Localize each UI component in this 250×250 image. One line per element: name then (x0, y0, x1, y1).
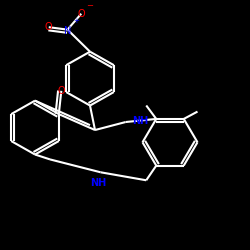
Text: O: O (78, 9, 85, 19)
Text: −: − (86, 1, 93, 10)
Text: NH: NH (132, 116, 148, 126)
Text: O: O (58, 86, 65, 96)
Text: NH: NH (90, 178, 106, 188)
Text: $\mathrm{N}$: $\mathrm{N}$ (63, 24, 72, 36)
Text: +: + (73, 18, 79, 24)
Text: O: O (45, 22, 52, 32)
